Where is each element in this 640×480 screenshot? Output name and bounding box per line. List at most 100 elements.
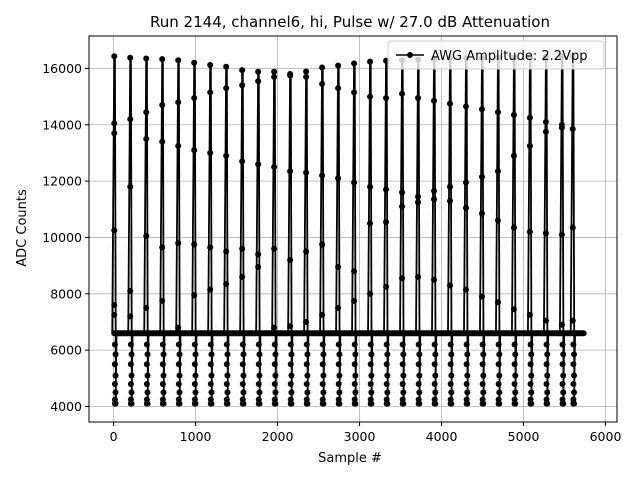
rise-point [223,85,230,92]
undershoot-point [191,380,198,387]
undershoot-point [544,372,551,379]
rise-point [526,142,533,149]
rise-point [415,273,422,280]
undershoot-point [144,389,151,396]
undershoot-point [288,372,295,379]
rise-point [271,73,278,80]
undershoot-point [528,372,535,379]
undershoot-point [447,341,454,348]
undershoot-point [159,380,166,387]
undershoot-point [175,361,182,368]
undershoot-point [571,389,578,396]
pulse-23 [462,55,471,407]
pulse-9 [239,67,247,407]
undershoot-point [352,351,359,358]
undershoot-point [255,341,262,348]
undershoot-point [272,389,279,396]
undershoot-point [335,341,342,348]
rise-point [351,268,358,275]
rise-point [431,97,438,104]
rise-point [415,193,422,200]
undershoot-point [495,361,502,368]
undershoot-point [560,351,567,358]
peak-point [111,53,118,60]
undershoot-point [544,389,551,396]
undershoot-point [368,351,375,358]
rise-point [462,179,469,186]
undershoot-point [191,361,198,368]
trough-point [480,400,487,407]
undershoot-point [479,380,486,387]
rise-point [223,248,230,255]
rise-point [287,256,294,263]
trough-point [416,400,423,407]
peak-point [239,67,246,74]
undershoot-point [511,380,518,387]
rise-point [510,224,517,231]
rise-point [526,311,533,318]
rise-point [143,304,150,311]
rise-point [558,121,565,128]
rise-point [111,130,118,137]
undershoot-point [479,341,486,348]
rise-point [462,103,469,110]
undershoot-point [239,361,246,368]
undershoot-point [159,341,166,348]
undershoot-point [543,380,550,387]
undershoot-point [208,372,215,379]
rise-point [175,142,182,149]
undershoot-point [383,341,390,348]
rise-point [175,324,182,331]
rise-point [271,164,278,171]
peak-point [303,68,310,75]
undershoot-point [448,372,455,379]
undershoot-point [496,389,503,396]
undershoot-point [271,361,278,368]
rise-point [239,245,246,252]
trough-point [336,400,343,407]
plot-series [111,53,587,407]
undershoot-point [400,351,407,358]
undershoot-point [351,380,358,387]
trough-point [512,400,519,407]
pulse-21 [431,56,439,407]
undershoot-point [336,389,343,396]
undershoot-point [351,361,358,368]
undershoot-point [352,372,359,379]
pulse-1 [111,53,119,407]
undershoot-point [272,351,279,358]
undershoot-point [480,372,487,379]
undershoot-point [207,380,214,387]
rise-point [335,264,342,271]
undershoot-point [319,341,326,348]
undershoot-point [544,351,551,358]
undershoot-point [303,380,310,387]
y-axis-ticks: 4000 6000 8000 10000 12000 14000 16000 [42,61,89,414]
rise-point [494,299,501,306]
undershoot-point [399,361,406,368]
undershoot-point [256,372,263,379]
rise-point [207,149,214,156]
rise-point [526,114,533,121]
undershoot-point [255,361,262,368]
rise-point [271,324,278,331]
undershoot-point [128,351,135,358]
rise-point [175,240,182,247]
undershoot-point [176,372,183,379]
undershoot-point [320,389,327,396]
rise-point [542,230,549,237]
rise-point [431,276,438,283]
x-tick-label: 1000 [180,429,212,444]
rise-point [494,217,501,224]
trough-point [352,400,359,407]
undershoot-point [368,389,375,396]
undershoot-point [288,389,295,396]
undershoot-point [528,351,535,358]
undershoot-point [287,341,294,348]
undershoot-point [144,372,151,379]
undershoot-point [111,380,118,387]
undershoot-point [240,351,247,358]
undershoot-point [127,361,134,368]
undershoot-point [336,351,343,358]
undershoot-point [319,380,326,387]
